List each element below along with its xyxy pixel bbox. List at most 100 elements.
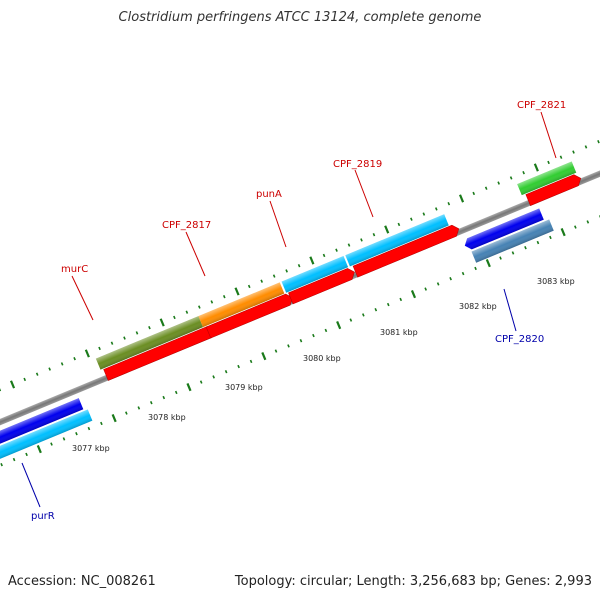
reverse-tick <box>12 457 16 462</box>
CPF_2820-feature-bar-shine <box>471 219 554 263</box>
forward-tick <box>60 362 64 366</box>
reverse-tick <box>324 328 328 333</box>
reverse-tick <box>299 339 303 343</box>
gene-CPF_2820[interactable] <box>463 207 554 265</box>
scale-label-3083: 3083 kbp <box>537 277 575 286</box>
forward-tick <box>347 243 351 247</box>
gene-CPF_2821[interactable] <box>517 161 583 207</box>
forward-tick <box>234 287 240 296</box>
gene-murC[interactable] <box>95 313 216 382</box>
reverse-tick <box>224 370 228 374</box>
reverse-tick <box>474 266 477 271</box>
label-CPF_2820[interactable]: CPF_2820 <box>495 334 544 345</box>
reverse-tick <box>449 277 452 281</box>
murC-callout <box>71 275 94 321</box>
gene-CPF_2817[interactable] <box>198 280 294 339</box>
scale-label-3082: 3082 kbp <box>459 302 497 311</box>
label-murC[interactable]: murC <box>61 264 88 275</box>
forward-tick <box>210 300 214 304</box>
reverse-tick <box>162 395 166 400</box>
purR-feature-bar-shine <box>0 409 93 460</box>
reverse-tick <box>586 220 590 224</box>
reverse-tick <box>111 413 117 423</box>
reverse-tick <box>536 240 540 245</box>
reverse-tick <box>149 401 153 405</box>
scale-label-3078: 3078 kbp <box>148 413 186 422</box>
forward-tick <box>260 279 264 283</box>
forward-tick <box>285 269 288 273</box>
scale-label-3079: 3079 kbp <box>225 383 263 392</box>
forward-tick <box>222 295 226 299</box>
forward-tick <box>509 176 513 180</box>
reverse-tick <box>100 421 103 426</box>
reverse-tick <box>560 228 566 237</box>
CPF_2821-callout <box>540 111 557 159</box>
gene-punA[interactable] <box>281 254 357 305</box>
forward-tick <box>297 264 301 268</box>
forward-tick <box>23 377 27 382</box>
topology-text: Topology: circular; Length: 3,256,683 bp… <box>234 574 592 589</box>
label-CPF_2819[interactable]: CPF_2819 <box>333 159 382 170</box>
reverse-tick <box>485 259 491 268</box>
forward-tick <box>98 346 101 351</box>
label-purR[interactable]: purR <box>31 511 55 522</box>
forward-tick <box>484 186 488 190</box>
CPF_2817-gene-arrow-shine <box>198 282 285 328</box>
forward-tick <box>547 160 550 165</box>
forward-tick <box>559 155 563 159</box>
murC-gene-arrow-shine <box>95 316 204 370</box>
CPF_2820-gene-arrow-shine <box>464 208 544 250</box>
reverse-tick <box>499 256 502 260</box>
forward-tick <box>35 372 39 376</box>
punA-gene-arrow-shine <box>281 256 349 293</box>
CPF_2819-cds-arrow[interactable] <box>352 223 461 278</box>
forward-tick-track <box>0 140 600 392</box>
accession-text: Accession: NC_008261 <box>8 574 156 589</box>
reverse-tick <box>237 364 240 369</box>
gene-CPF_2819[interactable] <box>345 211 461 278</box>
forward-tick <box>9 380 16 389</box>
reverse-tick <box>36 444 42 454</box>
reverse-tick <box>274 349 278 353</box>
forward-tick <box>597 140 600 144</box>
reverse-tick <box>125 411 128 415</box>
CPF_2821-cds-arrow[interactable] <box>525 173 583 206</box>
forward-tick <box>159 318 165 327</box>
reverse-tick <box>349 318 353 322</box>
CPF_2819-callout <box>354 169 374 218</box>
reverse-tick <box>436 282 440 286</box>
forward-tick <box>584 145 588 149</box>
reverse-tick <box>50 442 53 446</box>
forward-tick <box>397 222 401 227</box>
gene-purR[interactable] <box>0 397 93 460</box>
forward-tick <box>322 253 326 258</box>
forward-tick <box>110 341 114 345</box>
reverse-tick <box>374 308 378 312</box>
purR-gene-arrow-shine <box>0 398 84 447</box>
reverse-tick <box>410 290 417 299</box>
label-CPF_2821[interactable]: CPF_2821 <box>517 100 566 111</box>
reverse-tick <box>461 271 465 276</box>
label-CPF_2817[interactable]: CPF_2817 <box>162 220 211 231</box>
forward-tick <box>458 194 465 203</box>
reverse-tick <box>549 235 552 240</box>
forward-tick <box>0 388 2 392</box>
forward-tick <box>533 163 539 172</box>
punA-cds-arrow[interactable] <box>288 266 356 305</box>
reverse-tick <box>199 380 203 384</box>
CPF_2817-cds-arrow[interactable] <box>205 292 295 339</box>
forward-tick <box>435 207 438 211</box>
reverse-tick <box>0 463 3 467</box>
forward-tick <box>198 305 201 309</box>
forward-tick <box>372 233 376 237</box>
purR-callout <box>21 462 41 508</box>
reverse-tick <box>574 225 577 229</box>
forward-tick <box>422 212 426 216</box>
scale-label-3080: 3080 kbp <box>303 354 341 363</box>
forward-tick <box>497 181 500 185</box>
forward-tick <box>447 202 451 206</box>
reverse-tick <box>511 251 515 255</box>
forward-tick <box>522 171 525 175</box>
label-punA[interactable]: punA <box>256 189 282 200</box>
